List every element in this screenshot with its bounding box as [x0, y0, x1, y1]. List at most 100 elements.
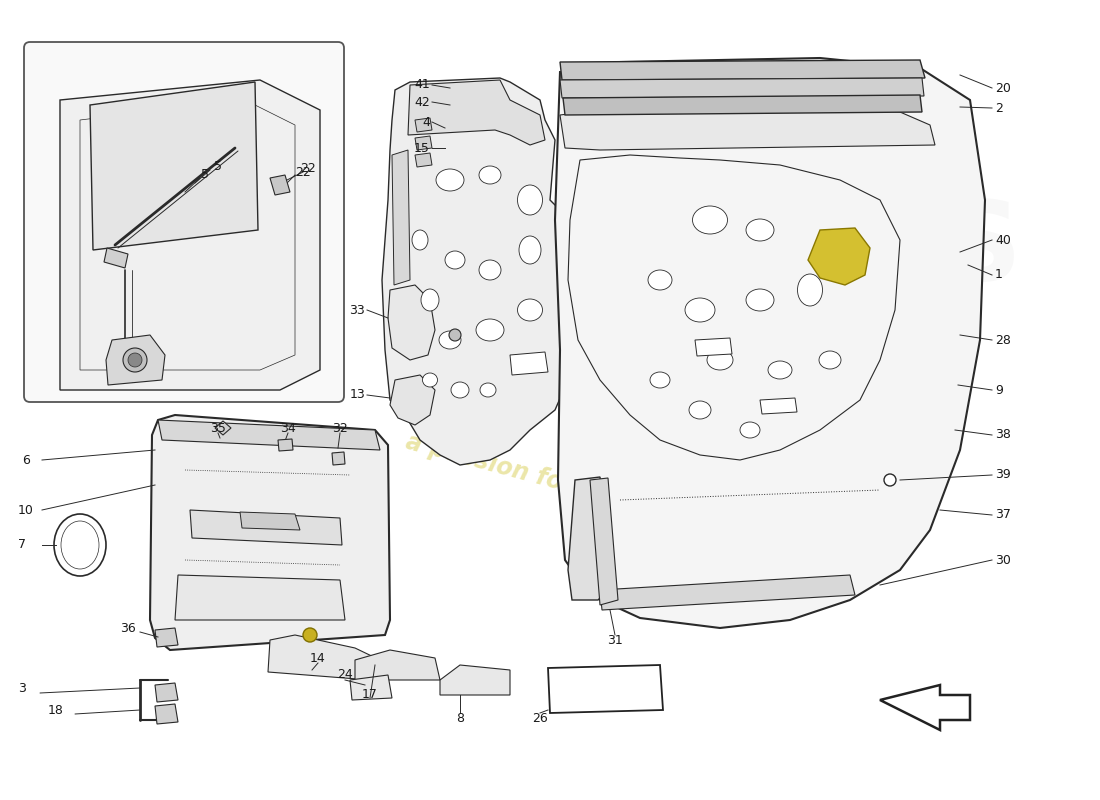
- Polygon shape: [415, 136, 432, 150]
- Polygon shape: [240, 512, 300, 530]
- Ellipse shape: [707, 350, 733, 370]
- Ellipse shape: [480, 383, 496, 397]
- Polygon shape: [268, 635, 379, 680]
- Ellipse shape: [746, 289, 774, 311]
- Text: 22: 22: [300, 162, 316, 174]
- Polygon shape: [388, 285, 434, 360]
- Polygon shape: [90, 82, 258, 250]
- Text: 2: 2: [996, 102, 1003, 114]
- Text: 3: 3: [18, 682, 26, 694]
- Polygon shape: [155, 683, 178, 702]
- Text: 38: 38: [996, 429, 1011, 442]
- Ellipse shape: [650, 372, 670, 388]
- Text: 41: 41: [415, 78, 430, 91]
- Polygon shape: [190, 510, 342, 545]
- Circle shape: [449, 329, 461, 341]
- Text: 15: 15: [414, 142, 430, 154]
- Polygon shape: [808, 228, 870, 285]
- Text: 7: 7: [18, 538, 26, 551]
- Polygon shape: [568, 477, 611, 600]
- Text: 85: 85: [871, 266, 968, 334]
- Circle shape: [128, 353, 142, 367]
- FancyBboxPatch shape: [24, 42, 344, 402]
- Polygon shape: [270, 175, 290, 195]
- Text: 10: 10: [18, 503, 34, 517]
- Ellipse shape: [446, 251, 465, 269]
- Text: 42: 42: [415, 95, 430, 109]
- Polygon shape: [150, 415, 390, 650]
- Ellipse shape: [768, 361, 792, 379]
- Text: 32: 32: [332, 422, 348, 434]
- Text: 24: 24: [337, 669, 353, 682]
- Polygon shape: [510, 352, 548, 375]
- Text: 22: 22: [295, 166, 310, 178]
- Text: 30: 30: [996, 554, 1011, 566]
- Polygon shape: [60, 80, 320, 390]
- Polygon shape: [560, 105, 935, 150]
- Text: 14: 14: [310, 651, 326, 665]
- Ellipse shape: [478, 166, 500, 184]
- Text: 8: 8: [456, 711, 464, 725]
- Text: 36: 36: [120, 622, 135, 634]
- Polygon shape: [415, 153, 432, 167]
- Polygon shape: [355, 650, 440, 680]
- Polygon shape: [350, 675, 392, 700]
- Text: GTS: GTS: [778, 197, 1023, 303]
- Text: 34: 34: [280, 422, 296, 434]
- Text: 35: 35: [210, 422, 225, 434]
- Ellipse shape: [693, 206, 727, 234]
- Circle shape: [302, 628, 317, 642]
- Polygon shape: [590, 478, 618, 605]
- Ellipse shape: [451, 382, 469, 398]
- Text: 1: 1: [996, 269, 1003, 282]
- Polygon shape: [600, 575, 855, 610]
- Polygon shape: [158, 420, 380, 450]
- Text: 40: 40: [996, 234, 1011, 246]
- Polygon shape: [880, 685, 970, 730]
- Circle shape: [123, 348, 147, 372]
- Polygon shape: [556, 58, 984, 628]
- Polygon shape: [548, 665, 663, 713]
- Polygon shape: [760, 398, 798, 414]
- Polygon shape: [155, 704, 178, 724]
- Ellipse shape: [519, 236, 541, 264]
- Ellipse shape: [412, 230, 428, 250]
- Ellipse shape: [436, 169, 464, 191]
- Ellipse shape: [798, 274, 823, 306]
- Polygon shape: [104, 248, 128, 268]
- Ellipse shape: [740, 422, 760, 438]
- Polygon shape: [332, 452, 345, 465]
- Text: 17: 17: [362, 687, 378, 701]
- Polygon shape: [155, 628, 178, 647]
- Polygon shape: [106, 335, 165, 385]
- Polygon shape: [390, 375, 435, 425]
- Text: 18: 18: [48, 703, 64, 717]
- Ellipse shape: [820, 351, 842, 369]
- Ellipse shape: [517, 299, 542, 321]
- Text: 5: 5: [214, 161, 222, 174]
- Text: 20: 20: [996, 82, 1011, 94]
- Ellipse shape: [439, 331, 461, 349]
- Text: 5: 5: [201, 169, 209, 182]
- Polygon shape: [560, 60, 925, 80]
- Text: 39: 39: [996, 469, 1011, 482]
- Polygon shape: [440, 665, 510, 695]
- Polygon shape: [563, 95, 922, 115]
- Text: 9: 9: [996, 383, 1003, 397]
- Circle shape: [884, 474, 896, 486]
- Text: 6: 6: [22, 454, 30, 466]
- Text: a passion for Maserati: a passion for Maserati: [403, 430, 697, 530]
- Ellipse shape: [476, 319, 504, 341]
- Polygon shape: [560, 78, 924, 98]
- Ellipse shape: [421, 289, 439, 311]
- Polygon shape: [695, 338, 732, 356]
- Ellipse shape: [517, 185, 542, 215]
- Text: 33: 33: [350, 303, 365, 317]
- Text: 28: 28: [996, 334, 1011, 346]
- Polygon shape: [214, 421, 231, 435]
- Text: 37: 37: [996, 509, 1011, 522]
- Ellipse shape: [685, 298, 715, 322]
- Ellipse shape: [422, 373, 438, 387]
- Text: 13: 13: [350, 389, 365, 402]
- Text: 26: 26: [532, 711, 548, 725]
